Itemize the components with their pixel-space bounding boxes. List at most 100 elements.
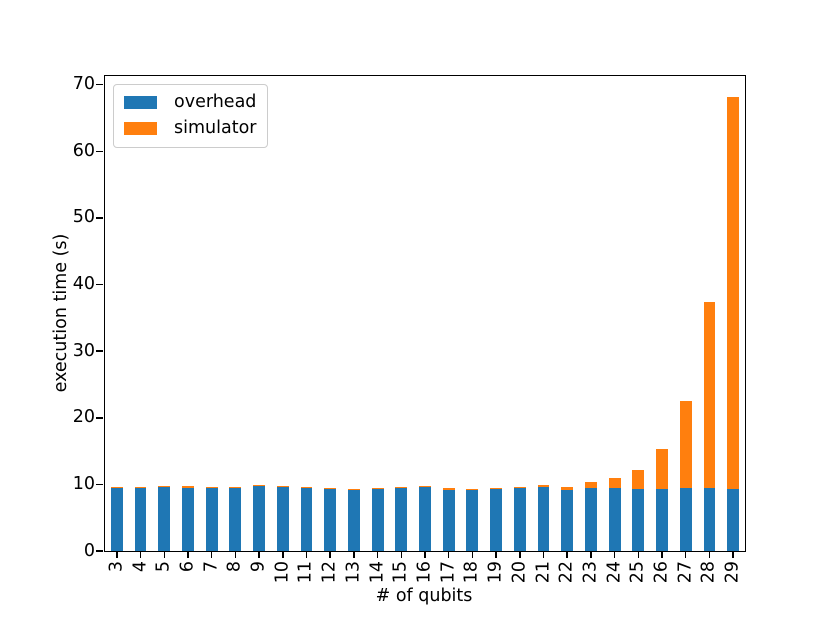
bar-segment-overhead — [490, 489, 503, 551]
x-tick-mark — [353, 552, 355, 558]
x-tick-label: 7 — [200, 561, 221, 573]
bar-segment-overhead — [347, 490, 360, 551]
bar-segment-simulator — [134, 486, 147, 488]
bar-segment-simulator — [276, 486, 289, 488]
y-tick-label: 10 — [72, 473, 95, 494]
x-tick-mark — [116, 552, 118, 558]
bar-segment-overhead — [679, 488, 692, 551]
y-tick-mark — [96, 350, 103, 352]
bar-segment-overhead — [276, 487, 289, 551]
x-tick-label: 25 — [627, 561, 648, 584]
bar-segment-overhead — [466, 490, 479, 551]
x-tick-mark — [400, 552, 403, 558]
bar-slot-28 — [698, 76, 722, 551]
bar-segment-overhead — [229, 488, 242, 551]
bar-segment-overhead — [253, 486, 265, 551]
y-tick-mark — [96, 150, 103, 153]
x-tick-label: 4 — [129, 561, 150, 573]
x-tick-label: 12 — [319, 561, 340, 584]
bar-slot-15 — [389, 76, 413, 551]
x-tick-label: 13 — [343, 561, 364, 584]
x-tick-mark — [376, 552, 379, 558]
bar-segment-overhead — [632, 489, 645, 551]
x-tick-mark — [424, 552, 426, 558]
bar-slot-26 — [650, 76, 674, 551]
bar-segment-simulator — [679, 400, 692, 489]
bar-slot-20 — [508, 76, 532, 551]
bar-segment-simulator — [513, 487, 526, 489]
bar-segment-overhead — [134, 487, 147, 551]
bar-segment-simulator — [727, 96, 740, 490]
x-tick-label: 11 — [295, 561, 316, 584]
bar-slot-8 — [224, 76, 248, 551]
bar-slot-14 — [366, 76, 390, 551]
x-tick-mark — [329, 552, 331, 558]
bar-segment-simulator — [324, 487, 337, 490]
x-tick-label: 29 — [722, 561, 743, 584]
x-tick-mark — [139, 552, 142, 558]
x-tick-mark — [661, 552, 663, 558]
bar-segment-overhead — [513, 488, 526, 551]
bar-segment-simulator — [158, 485, 171, 488]
legend-row-overhead: overhead — [124, 92, 256, 114]
bar-segment-simulator — [205, 486, 218, 489]
bar-slot-5 — [152, 76, 176, 551]
bar-slot-21 — [532, 76, 556, 551]
bar-segment-overhead — [703, 488, 716, 551]
y-tick-label: 70 — [72, 73, 95, 94]
bar-segment-overhead — [371, 489, 384, 551]
x-tick-label: 27 — [674, 561, 695, 584]
x-tick-label: 20 — [509, 561, 530, 584]
bar-slot-18 — [461, 76, 485, 551]
bar-segment-simulator — [656, 448, 668, 490]
x-tick-mark — [495, 552, 497, 558]
bar-slot-12 — [318, 76, 342, 551]
x-tick-mark — [542, 552, 545, 558]
y-tick-label: 0 — [83, 540, 95, 561]
bar-slot-4 — [129, 76, 153, 551]
bar-segment-simulator — [371, 487, 384, 490]
bar-segment-simulator — [584, 482, 597, 488]
bar-slot-22 — [555, 76, 579, 551]
bar-slot-23 — [579, 76, 603, 551]
x-tick-mark — [234, 552, 237, 558]
bar-slot-11 — [295, 76, 319, 551]
x-tick-mark — [732, 552, 734, 558]
bar-segment-simulator — [537, 484, 550, 488]
legend-label-simulator: simulator — [174, 117, 257, 138]
bar-segment-overhead — [395, 488, 408, 551]
bar-segment-simulator — [182, 486, 194, 488]
y-tick-label: 40 — [72, 273, 95, 294]
x-tick-label: 19 — [485, 561, 506, 584]
legend: overhead simulator — [113, 84, 269, 148]
x-tick-mark — [684, 552, 687, 558]
legend-swatch-simulator — [124, 122, 157, 136]
x-tick-label: 15 — [390, 561, 411, 584]
y-tick-mark — [96, 283, 103, 286]
bar-segment-overhead — [324, 489, 337, 551]
bar-segment-simulator — [442, 488, 455, 490]
legend-label-overhead: overhead — [174, 92, 257, 112]
x-tick-mark — [471, 552, 474, 558]
bar-slot-3 — [105, 76, 129, 551]
bar-segment-overhead — [656, 489, 668, 551]
x-tick-label: 9 — [248, 561, 269, 573]
x-tick-label: 24 — [603, 561, 624, 584]
legend-row-simulator: simulator — [124, 118, 256, 140]
bar-slot-7 — [200, 76, 224, 551]
bar-slot-16 — [413, 76, 437, 551]
bar-segment-overhead — [205, 488, 218, 551]
x-tick-mark — [258, 552, 260, 558]
x-tick-mark — [187, 552, 189, 558]
bar-segment-overhead — [584, 487, 597, 551]
bar-slot-17 — [437, 76, 461, 551]
bars-container — [105, 76, 745, 551]
y-axis-label: execution time (s) — [51, 233, 71, 393]
bar-segment-overhead — [110, 488, 123, 551]
x-tick-label: 14 — [366, 561, 387, 584]
y-tick-mark — [96, 550, 103, 552]
x-tick-label: 21 — [532, 561, 553, 584]
bar-segment-simulator — [395, 487, 408, 489]
legend-swatch-overhead — [124, 96, 157, 110]
